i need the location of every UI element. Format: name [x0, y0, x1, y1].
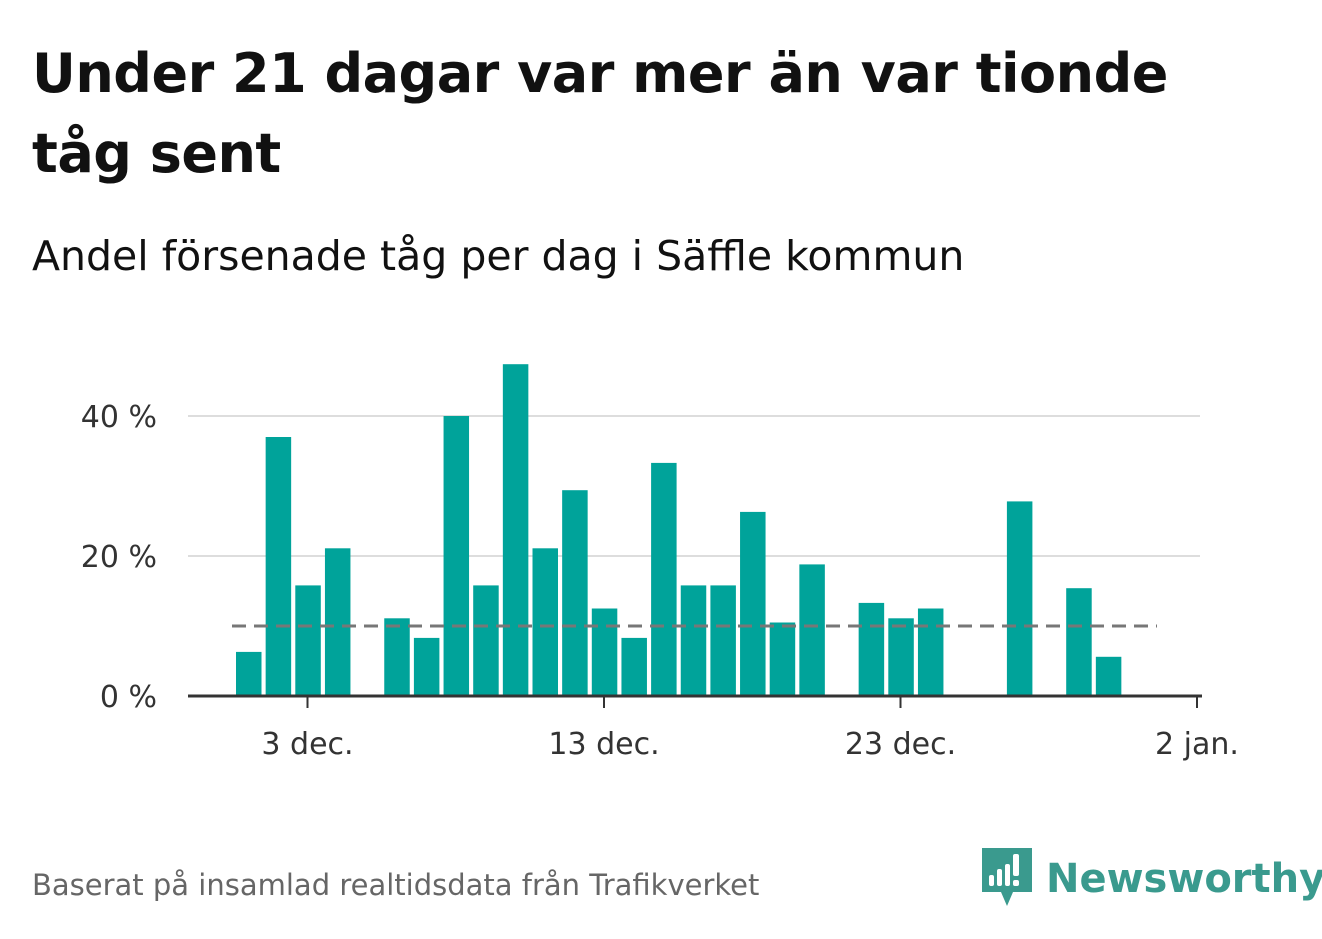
source-note: Baserat på insamlad realtidsdata från Tr…: [32, 868, 760, 902]
bar: [443, 416, 470, 696]
gridlines: [188, 415, 1200, 557]
x-tick-label: 13 dec.: [548, 727, 659, 762]
bar: [295, 585, 321, 696]
bar: [1006, 501, 1033, 696]
axes: 0 % 20 % 40 % 3 dec. 13 dec. 23 dec. 2 jan.: [81, 400, 1239, 762]
newsworthy-logo-icon: [982, 848, 1032, 906]
bar: [769, 622, 796, 696]
bar: [532, 548, 558, 696]
bar: [413, 637, 440, 696]
y-tick-label: 40 %: [81, 400, 157, 435]
chart-title: Under 21 dagar var mer än var tionde tåg…: [32, 42, 1168, 185]
bar: [917, 608, 944, 696]
bar: [562, 490, 588, 696]
bar: [651, 462, 677, 696]
bar: [621, 637, 647, 696]
bar: [591, 608, 618, 696]
newsworthy-logo[interactable]: Newsworthy: [982, 848, 1322, 910]
x-tick-label: 3 dec.: [261, 727, 353, 762]
y-tick-label: 20 %: [81, 540, 157, 575]
bar: [502, 364, 529, 696]
newsworthy-logo-text: Newsworthy: [1046, 856, 1322, 902]
bar: [236, 651, 262, 696]
x-tick-label: 2 jan.: [1155, 727, 1239, 762]
bars: [236, 364, 1122, 696]
bar: [324, 548, 351, 696]
bar: [1095, 656, 1122, 696]
bar: [858, 602, 885, 696]
bar: [710, 585, 736, 696]
bar: [384, 618, 410, 696]
bar: [680, 585, 707, 696]
bar: [265, 437, 292, 696]
bar: [799, 564, 825, 696]
bar: [740, 511, 766, 696]
bar: [473, 585, 499, 696]
y-tick-label: 0 %: [100, 680, 157, 715]
bar-chart: 0 % 20 % 40 % 3 dec. 13 dec. 23 dec. 2 jan.: [81, 364, 1239, 762]
bar: [1066, 588, 1092, 696]
bar: [888, 618, 914, 696]
chart-subtitle: Andel försenade tåg per dag i Säffle kom…: [32, 232, 965, 280]
x-tick-label: 23 dec.: [845, 727, 956, 762]
